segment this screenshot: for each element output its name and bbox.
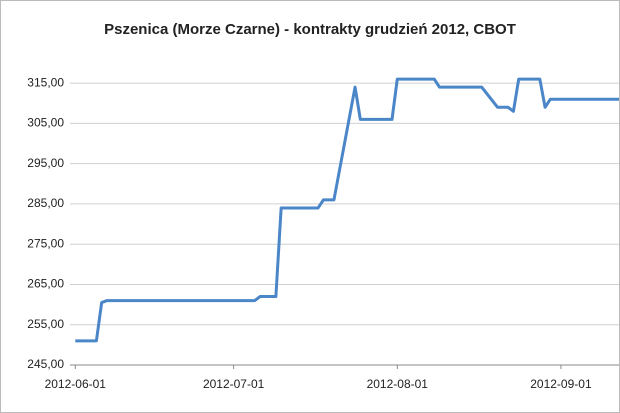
y-tick-label: 245,00 <box>27 357 64 371</box>
y-tick-label: 255,00 <box>27 317 64 331</box>
y-tick-label: 305,00 <box>27 116 64 130</box>
x-tick-label: 2012-06-01 <box>45 377 107 391</box>
data-line <box>75 77 619 343</box>
y-tick-label: 265,00 <box>27 277 64 291</box>
x-tick-label: 2012-09-01 <box>530 377 592 391</box>
x-tick-label: 2012-08-01 <box>367 377 429 391</box>
y-tick-label: 315,00 <box>27 75 64 89</box>
x-tick-label: 2012-07-01 <box>203 377 265 391</box>
chart-title: Pszenica (Morze Czarne) - kontrakty grud… <box>104 21 516 38</box>
y-tick-label: 285,00 <box>27 196 64 210</box>
y-tick-label: 275,00 <box>27 236 64 250</box>
y-tick-label: 295,00 <box>27 156 64 170</box>
